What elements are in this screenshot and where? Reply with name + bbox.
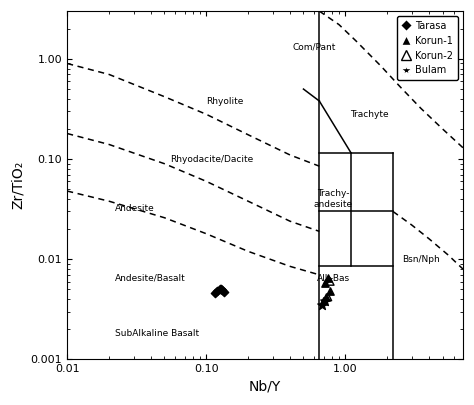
Point <box>322 280 329 286</box>
Legend: Tarasa, Korun-1, Korun-2, Bulam: Tarasa, Korun-1, Korun-2, Bulam <box>397 16 458 80</box>
X-axis label: Nb/Y: Nb/Y <box>249 380 281 394</box>
Text: Rhyodacite/Dacite: Rhyodacite/Dacite <box>170 155 254 164</box>
Text: SubAlkaline Basalt: SubAlkaline Basalt <box>115 329 199 339</box>
Point <box>216 286 224 293</box>
Point <box>324 275 332 281</box>
Text: Rhyolite: Rhyolite <box>206 96 244 106</box>
Text: Trachy-
andesite: Trachy- andesite <box>314 189 353 209</box>
Point <box>213 288 221 294</box>
Point <box>218 286 225 292</box>
Point <box>327 278 334 285</box>
Text: Andesite: Andesite <box>115 204 155 213</box>
Y-axis label: Zr/TiO₂: Zr/TiO₂ <box>11 161 25 209</box>
Point <box>318 302 326 308</box>
Point <box>211 290 219 296</box>
Point <box>327 288 334 294</box>
Point <box>219 287 226 294</box>
Text: Trachyte: Trachyte <box>350 110 389 119</box>
Text: Alk-Bas: Alk-Bas <box>317 273 350 283</box>
Text: Bsn/Nph: Bsn/Nph <box>402 255 440 264</box>
Point <box>324 294 332 300</box>
Point <box>322 294 330 300</box>
Point <box>321 298 328 305</box>
Text: Com/Pant: Com/Pant <box>293 43 337 52</box>
Point <box>220 289 228 295</box>
Point <box>320 298 328 305</box>
Text: Andesite/Basalt: Andesite/Basalt <box>115 273 185 283</box>
